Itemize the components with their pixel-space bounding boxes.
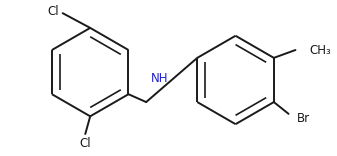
Text: NH: NH (151, 71, 169, 85)
Text: CH₃: CH₃ (309, 44, 331, 56)
Text: Cl: Cl (47, 5, 59, 18)
Text: Cl: Cl (80, 137, 91, 150)
Text: Br: Br (297, 112, 310, 125)
